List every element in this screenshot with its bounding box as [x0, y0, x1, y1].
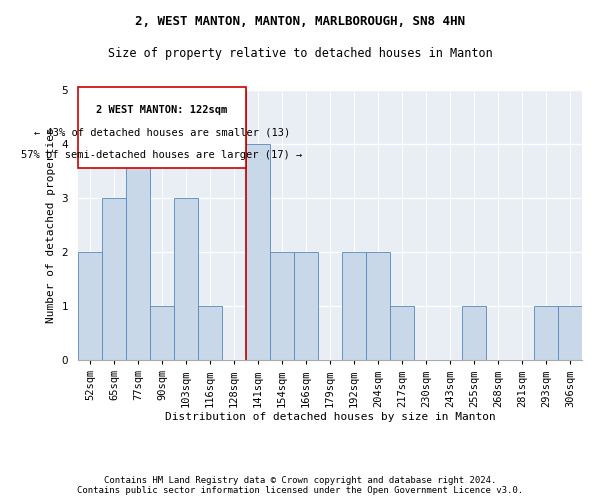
Bar — [126, 144, 150, 360]
Bar — [342, 252, 366, 360]
Bar — [246, 144, 270, 360]
Bar — [102, 198, 126, 360]
Bar — [390, 306, 414, 360]
Bar — [534, 306, 558, 360]
Text: Size of property relative to detached houses in Manton: Size of property relative to detached ho… — [107, 48, 493, 60]
Bar — [198, 306, 222, 360]
Text: 2, WEST MANTON, MANTON, MARLBOROUGH, SN8 4HN: 2, WEST MANTON, MANTON, MARLBOROUGH, SN8… — [135, 15, 465, 28]
Bar — [150, 306, 174, 360]
Y-axis label: Number of detached properties: Number of detached properties — [46, 127, 56, 323]
Text: Contains HM Land Registry data © Crown copyright and database right 2024.
Contai: Contains HM Land Registry data © Crown c… — [77, 476, 523, 495]
Bar — [270, 252, 294, 360]
X-axis label: Distribution of detached houses by size in Manton: Distribution of detached houses by size … — [164, 412, 496, 422]
Bar — [366, 252, 390, 360]
Bar — [558, 306, 582, 360]
Bar — [78, 252, 102, 360]
Bar — [294, 252, 318, 360]
Text: ← 43% of detached houses are smaller (13): ← 43% of detached houses are smaller (13… — [34, 128, 290, 138]
Text: 2 WEST MANTON: 122sqm: 2 WEST MANTON: 122sqm — [97, 105, 227, 115]
FancyBboxPatch shape — [78, 88, 246, 168]
Bar — [462, 306, 486, 360]
Bar — [174, 198, 198, 360]
Text: 57% of semi-detached houses are larger (17) →: 57% of semi-detached houses are larger (… — [22, 150, 302, 160]
